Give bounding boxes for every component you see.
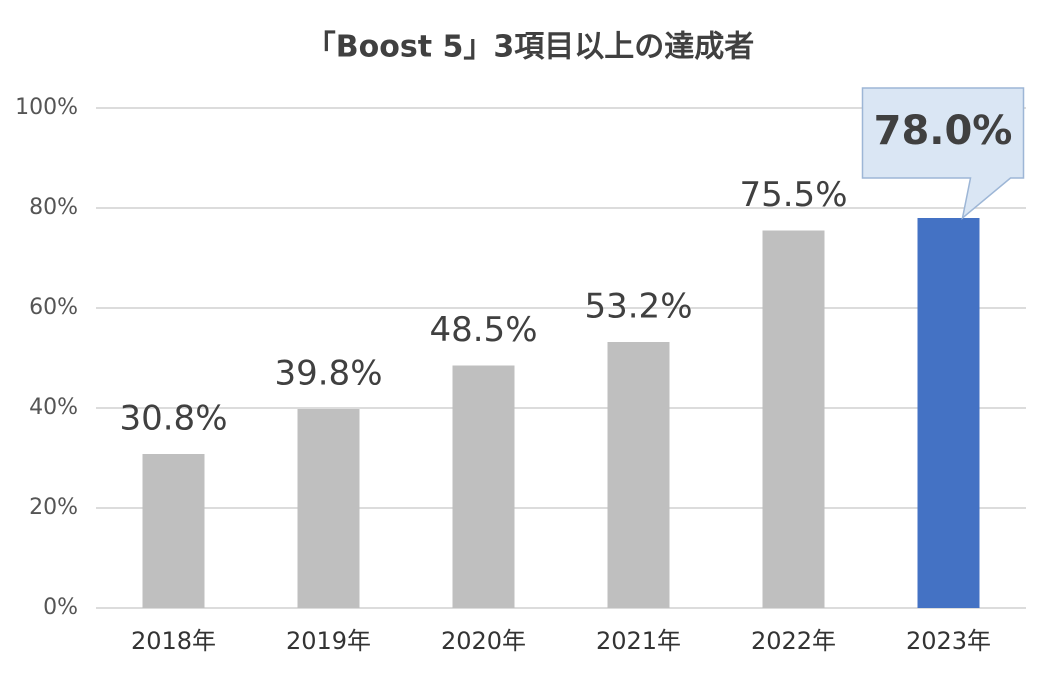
value-label: 78.0% [874, 108, 1013, 154]
bar [297, 409, 360, 608]
x-tick-label: 2022年 [751, 627, 836, 655]
x-tick-label: 2020年 [441, 627, 526, 655]
bar [607, 342, 670, 608]
value-label: 48.5% [429, 310, 537, 350]
bar [142, 454, 205, 608]
y-tick-label: 40% [29, 395, 78, 420]
bar [762, 230, 825, 608]
callout [861, 87, 1025, 220]
x-tick-label: 2018年 [131, 627, 216, 655]
value-label: 30.8% [119, 399, 227, 439]
bar [917, 218, 980, 608]
y-tick-label: 60% [29, 295, 78, 320]
value-label: 53.2% [584, 287, 692, 327]
y-tick-label: 80% [29, 195, 78, 220]
bar [452, 365, 515, 608]
y-tick-label: 20% [29, 495, 78, 520]
y-tick-label: 0% [43, 595, 78, 620]
value-label: 75.5% [739, 175, 847, 215]
x-tick-label: 2019年 [286, 627, 371, 655]
chart-title: 「Boost 5」3項目以上の達成者 [306, 30, 754, 65]
y-tick-label: 100% [15, 95, 78, 120]
value-label: 39.8% [274, 354, 382, 394]
x-tick-label: 2023年 [906, 627, 991, 655]
x-tick-label: 2021年 [596, 627, 681, 655]
